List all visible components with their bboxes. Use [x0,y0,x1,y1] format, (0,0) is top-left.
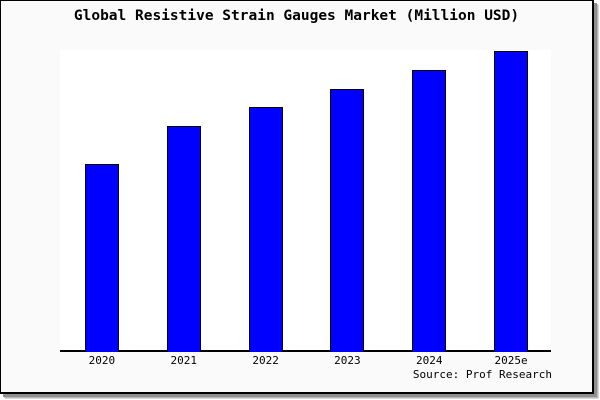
x-tick-label-2022: 2022 [252,354,279,367]
chart-frame: Global Resistive Strain Gauges Market (M… [0,0,594,394]
source-credit: Source: Prof Research [412,368,552,381]
x-tick-label-2025e: 2025e [494,354,528,367]
bar-2021 [167,126,201,352]
x-axis-line [60,350,551,352]
chart-title: Global Resistive Strain Gauges Market (M… [73,8,520,24]
x-axis-labels: 2020 2021 2022 2023 2024 2025e [1,354,595,368]
bar-2024 [412,70,446,352]
bar-2020 [85,164,119,352]
x-tick-label-2023: 2023 [334,354,361,367]
bar-2022 [249,107,283,352]
x-tick-label-2020: 2020 [88,354,116,367]
plot-area [60,50,551,352]
x-tick-label-2024: 2024 [416,354,443,367]
x-tick-label-2021: 2021 [170,354,198,367]
bar-2023 [330,89,364,352]
bar-2025e [494,51,528,352]
